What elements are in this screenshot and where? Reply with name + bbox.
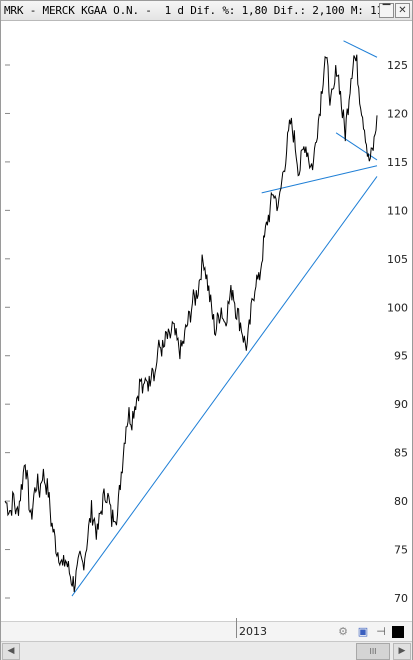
x-axis-bar: 2013 ⚙ ▣ ⊣ (1, 618, 412, 641)
scroll-right-icon[interactable]: ▶ (393, 643, 411, 660)
x-tick (236, 618, 237, 638)
y-tick-label: 110 (387, 204, 408, 217)
x-tick-label-2013: 2013 (239, 625, 267, 638)
price-chart[interactable]: 125 120 115 110 105 100 95 90 85 80 75 70 (1, 21, 412, 621)
close-icon[interactable]: ✕ (395, 3, 410, 18)
trendline-long-term-support[interactable] (71, 176, 378, 597)
color-box-icon[interactable] (392, 626, 404, 638)
y-tick-label: 85 (394, 447, 408, 460)
pin-icon[interactable]: ⊣ (376, 625, 386, 638)
y-tick-label: 105 (387, 253, 408, 266)
y-tick-label: 125 (387, 59, 408, 72)
window-title: MRK - MERCK KGAA O.N. - 1 d Dif. %: 1,80… (4, 4, 396, 17)
save-icon[interactable]: ▣ (357, 625, 369, 638)
scroll-left-icon[interactable]: ◀ (2, 643, 20, 660)
price-series (4, 54, 378, 593)
scroll-thumb[interactable]: III (356, 643, 390, 660)
title-bar[interactable]: MRK - MERCK KGAA O.N. - 1 d Dif. %: 1,80… (1, 1, 412, 21)
horizontal-scrollbar[interactable]: ◀ III ▶ (1, 641, 412, 660)
y-tick-label: 70 (394, 592, 408, 605)
y-tick-label: 120 (387, 107, 408, 120)
y-tick-label: 115 (387, 156, 408, 169)
chart-settings-icon[interactable]: ⚙ (338, 625, 348, 638)
y-tick-label: 100 (387, 301, 408, 314)
y-tick-label: 75 (394, 544, 408, 557)
price-line (4, 54, 378, 593)
y-tick-label: 80 (394, 495, 408, 508)
y-tick-label: 95 (394, 350, 408, 363)
y-axis: 125 120 115 110 105 100 95 90 85 80 75 70 (5, 59, 408, 605)
y-tick-label: 90 (394, 398, 408, 411)
trendline-channel-lower[interactable] (261, 165, 378, 194)
chart-area[interactable]: 125 120 115 110 105 100 95 90 85 80 75 70 (1, 21, 412, 621)
trendline-wedge-upper[interactable] (343, 40, 378, 58)
minimize-icon[interactable]: ▔ (379, 3, 394, 18)
